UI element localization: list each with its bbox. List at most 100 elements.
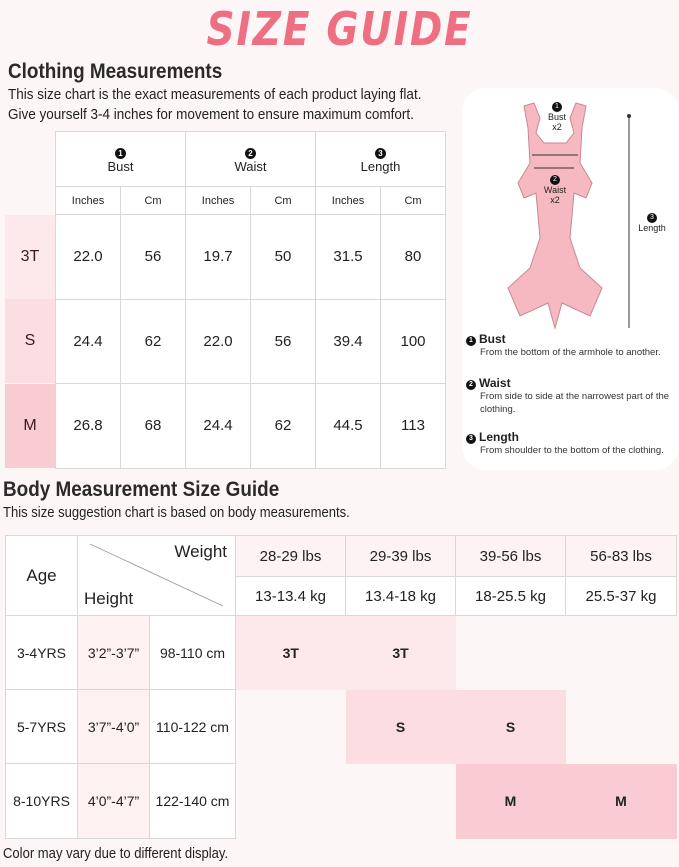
unit-header: Cm: [380, 186, 446, 215]
waist-marker: 2 Waist x2: [543, 175, 567, 205]
footer-note: Color may vary due to different display.: [3, 846, 229, 862]
size-label-s: S: [5, 299, 55, 383]
length-marker-label: Length: [638, 223, 666, 233]
number-badge: 2: [245, 148, 256, 159]
waist-multiplier: x2: [550, 195, 560, 205]
bust-marker: 1 Bust x2: [547, 102, 566, 132]
number-badge: 3: [466, 434, 476, 444]
weight-kg: 13-13.4 kg: [235, 576, 346, 616]
clothing-measurements-table: 1 Bust 2 Waist 3 Length Inches Cm Inches Cm…: [55, 131, 446, 469]
col-waist: 2 Waist: [185, 131, 316, 187]
size-cell: [235, 689, 346, 764]
dress-illustration: [507, 102, 631, 330]
height-ft-cell: 3’7”-4’0”: [77, 689, 150, 764]
unit-header: Inches: [315, 186, 381, 215]
cell: 62: [250, 383, 316, 469]
cell: 19.7: [185, 214, 251, 300]
legend-waist: 2 Waist From side to side at the narrowest…: [466, 376, 676, 416]
legend-bust: 1 Bust From the bottom of the armhole to a…: [466, 332, 676, 359]
size-label-m: M: [5, 384, 55, 468]
legend-title: Length: [479, 430, 519, 444]
size-cell: [345, 763, 456, 839]
cell: 113: [380, 383, 446, 469]
height-ft-cell: 4’0”-4’7”: [77, 763, 150, 839]
size-cell: [235, 763, 346, 839]
cell: 44.5: [315, 383, 381, 469]
cell: 68: [120, 383, 186, 469]
weight-label: Weight: [174, 542, 227, 561]
weight-kg: 25.5-37 kg: [565, 576, 677, 616]
length-marker: 3 Length: [638, 213, 666, 233]
size-cell: [565, 689, 677, 764]
diagonal-divider: [89, 543, 224, 607]
size-cell: M: [565, 763, 677, 839]
size-cell: 3T: [345, 615, 456, 690]
size-cell: [455, 615, 566, 690]
weight-kg: 13.4-18 kg: [345, 576, 456, 616]
number-badge: 2: [466, 380, 476, 390]
body-size-table: Age Weight Height 28-29 lbs 29-39 lbs 39…: [5, 535, 677, 839]
measurement-diagram-card: 1 Bust x2 2 Waist x2 3 Length 1 Bust From the b…: [462, 88, 679, 470]
cell: 62: [120, 298, 186, 384]
clothing-note-2: Give yourself 3-4 inches for movement to…: [8, 106, 414, 123]
legend-length: 3 Length From shoulder to the bottom of th…: [466, 430, 679, 457]
height-cm-cell: 122-140 cm: [149, 763, 236, 839]
cell: 56: [120, 214, 186, 300]
weight-lbs: 29-39 lbs: [345, 535, 456, 577]
size-cell: S: [345, 689, 456, 764]
height-ft-cell: 3’2”-3’7”: [77, 615, 150, 690]
legend-desc: From side to side at the narrowest part …: [480, 391, 670, 415]
cell: 31.5: [315, 214, 381, 300]
col-label: Length: [360, 159, 401, 174]
age-cell: 3-4YRS: [5, 615, 78, 690]
unit-header: Cm: [250, 186, 316, 215]
clothing-heading: Clothing Measurements: [8, 60, 223, 83]
cell: 26.8: [55, 383, 121, 469]
number-badge: 3: [375, 148, 386, 159]
cell: 80: [380, 214, 446, 300]
table-row: 24.4 62 22.0 56 39.4 100: [55, 298, 446, 384]
weight-lbs: 56-83 lbs: [565, 535, 677, 577]
number-badge: 1: [466, 336, 476, 346]
col-bust: 1 Bust: [55, 131, 186, 187]
page-title: SIZE GUIDE: [206, 2, 473, 56]
size-cell: M: [455, 763, 566, 839]
col-label: Bust: [107, 159, 134, 174]
col-label: Waist: [234, 159, 267, 174]
weight-lbs: 39-56 lbs: [455, 535, 566, 577]
col-length: 3 Length: [315, 131, 446, 187]
legend-desc: From the bottom of the armhole to anothe…: [480, 347, 661, 358]
legend-desc: From shoulder to the bottom of the cloth…: [480, 445, 664, 456]
age-header: Age: [5, 535, 78, 616]
age-cell: 8-10YRS: [5, 763, 78, 839]
body-subtitle: This size suggestion chart is based on b…: [3, 505, 350, 521]
height-cm-cell: 98-110 cm: [149, 615, 236, 690]
weight-lbs: 28-29 lbs: [235, 535, 346, 577]
cell: 22.0: [55, 214, 121, 300]
size-label-3t: 3T: [5, 215, 55, 299]
unit-header: Inches: [185, 186, 251, 215]
table-row: 3-4YRS 3’2”-3’7” 98-110 cm 3T 3T: [5, 615, 677, 690]
waist-marker-label: Waist: [543, 185, 567, 195]
table-row: 5-7YRS 3’7”-4’0” 110-122 cm S S: [5, 689, 677, 764]
cell: 22.0: [185, 298, 251, 384]
weight-height-header: Weight Height: [77, 535, 236, 616]
cell: 100: [380, 298, 446, 384]
size-cell: [565, 615, 677, 690]
body-heading: Body Measurement Size Guide: [3, 478, 280, 501]
bust-multiplier: x2: [552, 122, 562, 132]
legend-title: Bust: [479, 332, 506, 346]
legend-title: Waist: [479, 376, 511, 390]
unit-header: Inches: [55, 186, 121, 215]
age-cell: 5-7YRS: [5, 689, 78, 764]
size-cell: 3T: [235, 615, 346, 690]
height-cm-cell: 110-122 cm: [149, 689, 236, 764]
height-label: Height: [84, 589, 134, 608]
cell: 50: [250, 214, 316, 300]
clothing-note-1: This size chart is the exact measurement…: [8, 86, 422, 103]
table-row: 8-10YRS 4’0”-4’7” 122-140 cm M M: [5, 763, 677, 839]
cell: 24.4: [55, 298, 121, 384]
table-row: 26.8 68 24.4 62 44.5 113: [55, 383, 446, 469]
bust-marker-label: Bust: [547, 112, 566, 122]
cell: 56: [250, 298, 316, 384]
